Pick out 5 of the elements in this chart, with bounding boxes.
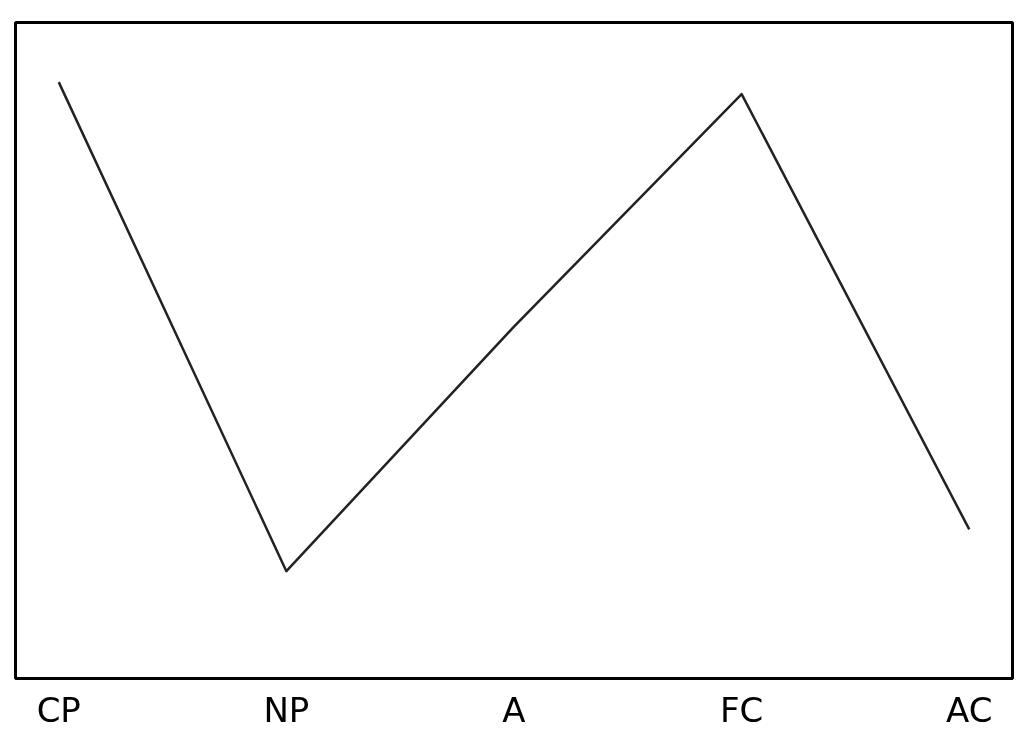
x-tick-label: NP xyxy=(263,689,310,730)
x-tick-label: FC xyxy=(719,689,764,730)
x-tick-label: CP xyxy=(36,689,81,730)
x-tick-label: AC xyxy=(946,689,993,730)
x-tick-label: A xyxy=(502,689,526,730)
